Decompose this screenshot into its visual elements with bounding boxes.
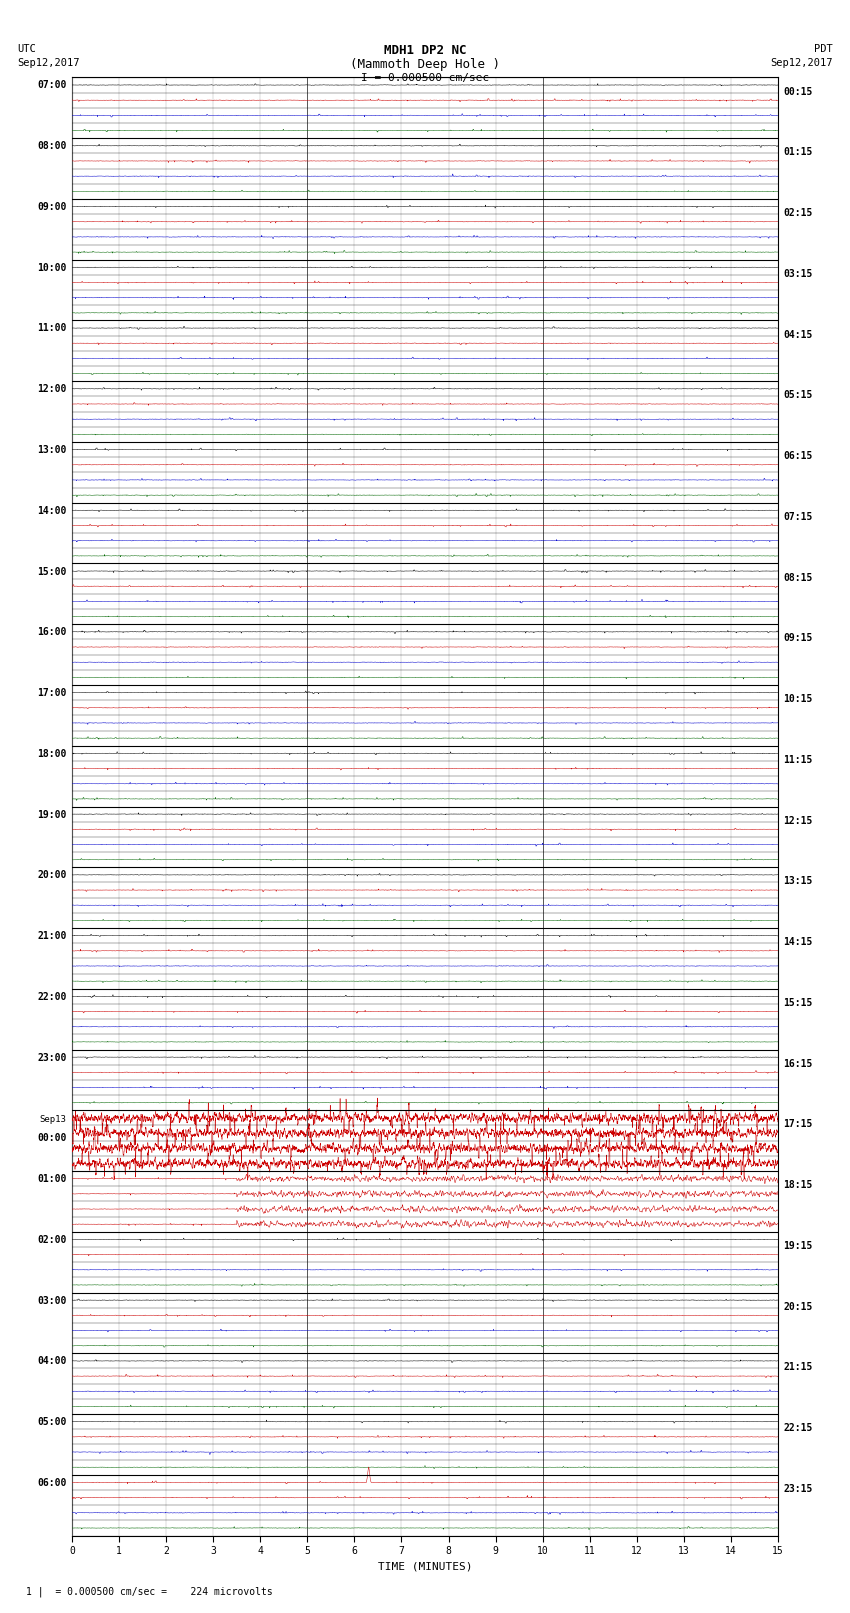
Text: 13:15: 13:15 xyxy=(784,876,813,887)
Text: 17:00: 17:00 xyxy=(37,689,66,698)
Text: 12:00: 12:00 xyxy=(37,384,66,394)
Text: 20:15: 20:15 xyxy=(784,1302,813,1311)
Text: 16:00: 16:00 xyxy=(37,627,66,637)
Text: 02:00: 02:00 xyxy=(37,1236,66,1245)
Text: 14:15: 14:15 xyxy=(784,937,813,947)
Text: 00:00: 00:00 xyxy=(37,1134,66,1144)
Text: 04:15: 04:15 xyxy=(784,329,813,340)
Text: 11:15: 11:15 xyxy=(784,755,813,765)
Text: 15:15: 15:15 xyxy=(784,998,813,1008)
Text: 01:15: 01:15 xyxy=(784,147,813,158)
Text: 21:00: 21:00 xyxy=(37,931,66,940)
Text: Sep12,2017: Sep12,2017 xyxy=(770,58,833,68)
Text: 13:00: 13:00 xyxy=(37,445,66,455)
Text: 08:00: 08:00 xyxy=(37,142,66,152)
Text: 18:00: 18:00 xyxy=(37,748,66,758)
Text: 12:15: 12:15 xyxy=(784,816,813,826)
Text: 10:00: 10:00 xyxy=(37,263,66,273)
Text: 05:15: 05:15 xyxy=(784,390,813,400)
X-axis label: TIME (MINUTES): TIME (MINUTES) xyxy=(377,1561,473,1571)
Text: 03:15: 03:15 xyxy=(784,269,813,279)
Text: 03:00: 03:00 xyxy=(37,1295,66,1305)
Text: 06:00: 06:00 xyxy=(37,1478,66,1487)
Text: 14:00: 14:00 xyxy=(37,506,66,516)
Text: 07:15: 07:15 xyxy=(784,511,813,523)
Text: 21:15: 21:15 xyxy=(784,1363,813,1373)
Text: 01:00: 01:00 xyxy=(37,1174,66,1184)
Text: 06:15: 06:15 xyxy=(784,452,813,461)
Text: MDH1 DP2 NC: MDH1 DP2 NC xyxy=(383,44,467,56)
Text: 20:00: 20:00 xyxy=(37,871,66,881)
Text: 10:15: 10:15 xyxy=(784,694,813,705)
Text: (Mammoth Deep Hole ): (Mammoth Deep Hole ) xyxy=(350,58,500,71)
Text: 02:15: 02:15 xyxy=(784,208,813,218)
Text: 19:15: 19:15 xyxy=(784,1240,813,1252)
Text: 22:00: 22:00 xyxy=(37,992,66,1002)
Text: 04:00: 04:00 xyxy=(37,1357,66,1366)
Text: 22:15: 22:15 xyxy=(784,1423,813,1434)
Text: 07:00: 07:00 xyxy=(37,81,66,90)
Text: 23:00: 23:00 xyxy=(37,1053,66,1063)
Text: 23:15: 23:15 xyxy=(784,1484,813,1494)
Text: Sep13: Sep13 xyxy=(40,1115,66,1124)
Text: UTC: UTC xyxy=(17,44,36,53)
Text: 16:15: 16:15 xyxy=(784,1058,813,1069)
Text: 11:00: 11:00 xyxy=(37,324,66,334)
Text: PDT: PDT xyxy=(814,44,833,53)
Text: Sep12,2017: Sep12,2017 xyxy=(17,58,80,68)
Text: 15:00: 15:00 xyxy=(37,566,66,576)
Text: 18:15: 18:15 xyxy=(784,1181,813,1190)
Text: 1 |  = 0.000500 cm/sec =    224 microvolts: 1 | = 0.000500 cm/sec = 224 microvolts xyxy=(26,1586,272,1597)
Text: 09:15: 09:15 xyxy=(784,634,813,644)
Text: 08:15: 08:15 xyxy=(784,573,813,582)
Text: 09:00: 09:00 xyxy=(37,202,66,211)
Text: 05:00: 05:00 xyxy=(37,1418,66,1428)
Text: I = 0.000500 cm/sec: I = 0.000500 cm/sec xyxy=(361,73,489,82)
Text: 19:00: 19:00 xyxy=(37,810,66,819)
Text: 00:15: 00:15 xyxy=(784,87,813,97)
Text: 17:15: 17:15 xyxy=(784,1119,813,1129)
